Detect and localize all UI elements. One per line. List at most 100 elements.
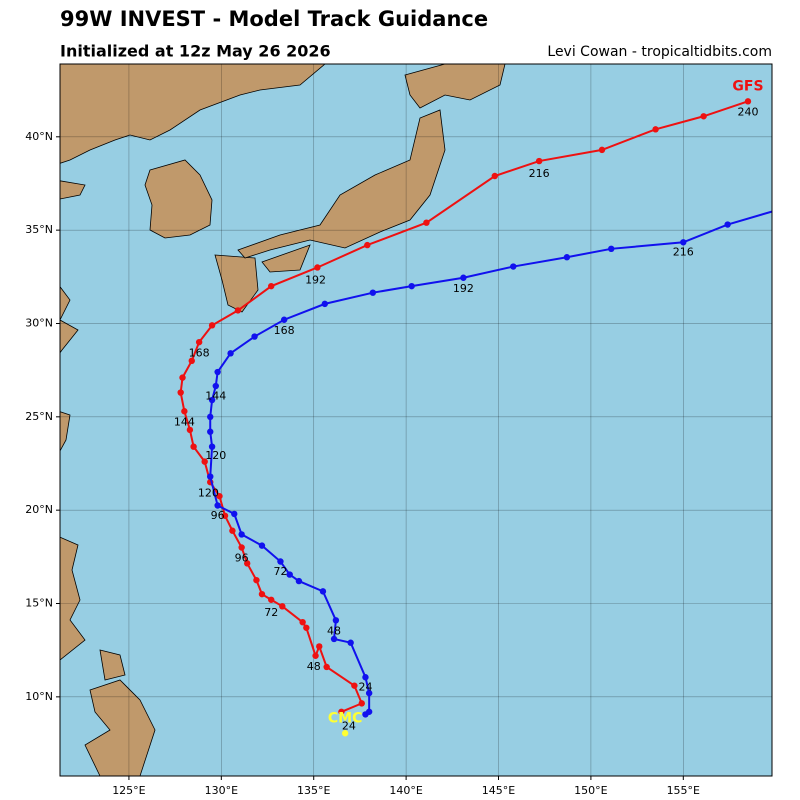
track-point [279, 603, 286, 610]
hour-label: 216 [529, 167, 550, 180]
track-point [234, 307, 242, 314]
track-point [295, 577, 303, 585]
hour-label: 72 [264, 606, 278, 619]
y-tick-label: 20°N [25, 503, 53, 516]
x-tick-label: 150°E [574, 784, 607, 797]
track-point [563, 254, 571, 261]
track-point [319, 588, 327, 595]
track-point [332, 617, 340, 624]
track-point [369, 289, 377, 296]
track-point [365, 689, 373, 697]
y-tick-label: 10°N [25, 690, 53, 703]
track-point [179, 374, 186, 381]
track-point [212, 382, 219, 390]
track-point [186, 426, 194, 434]
track-point [491, 172, 499, 180]
land [60, 64, 506, 776]
tracks [177, 98, 772, 737]
track-point [190, 443, 197, 450]
track-point [207, 473, 214, 480]
track-point [680, 239, 687, 246]
track-point [258, 590, 266, 598]
hour-label: 240 [737, 106, 758, 119]
x-tick-label: 135°E [297, 784, 330, 797]
track-point [700, 113, 707, 120]
hour-label: 96 [211, 509, 225, 522]
y-tick-label: 40°N [25, 130, 53, 143]
y-tick-label: 15°N [25, 597, 53, 610]
chart-subtitle: Initialized at 12z May 26 2026 [60, 42, 331, 61]
hour-label: 48 [307, 660, 321, 673]
track-point [280, 316, 288, 323]
track-point [216, 492, 223, 500]
track-point [365, 708, 373, 715]
hour-label: 168 [189, 346, 210, 359]
track-point [341, 730, 349, 737]
track-point [227, 350, 234, 357]
track-point [214, 502, 221, 509]
hour-label: 48 [327, 625, 341, 638]
hour-label: 24 [358, 681, 372, 694]
labels: 125°E 130°E 135°E 140°E 145°E 150°E 155°E 10°N 1… [25, 78, 763, 797]
track-point [362, 674, 369, 681]
x-tick-label: 130°E [205, 784, 238, 797]
track-point [208, 443, 216, 450]
hour-label: 192 [453, 282, 474, 295]
track-point [207, 428, 214, 435]
track-point [229, 527, 236, 534]
track-point [314, 264, 321, 271]
track-point [208, 322, 216, 329]
hour-label: 120 [198, 486, 219, 499]
track-point [347, 639, 354, 646]
hour-label: 24 [342, 720, 356, 733]
track-point [214, 368, 221, 376]
track-point [299, 618, 306, 626]
track-point [207, 413, 214, 421]
track-point [188, 357, 195, 365]
track-point [330, 635, 338, 643]
hour-label: 216 [673, 246, 694, 259]
track-point [268, 596, 275, 603]
x-tick-label: 145°E [482, 784, 515, 797]
track-point [652, 126, 659, 133]
track-point [744, 98, 752, 105]
track-point [338, 708, 345, 715]
track-point [181, 408, 188, 415]
track-point [358, 700, 365, 707]
hour-label: 144 [205, 389, 226, 402]
track-point [408, 282, 415, 290]
credit: Levi Cowan - tropicaltidbits.com [547, 44, 772, 60]
hour-label: 192 [305, 274, 326, 287]
track-point [177, 389, 184, 396]
track-point [608, 245, 615, 253]
track-point [253, 576, 260, 584]
map-frame [59, 63, 773, 777]
track-point [312, 652, 319, 659]
track-point [364, 241, 371, 249]
chart-title: 99W INVEST - Model Track Guidance [60, 7, 488, 31]
model-label: GFS [732, 78, 763, 94]
track-point [195, 338, 203, 346]
x-tick-label: 140°E [389, 784, 422, 797]
hour-label: 168 [274, 324, 295, 337]
track-point [286, 571, 293, 578]
track-point [423, 219, 430, 226]
track-point [251, 333, 258, 340]
model-label: CMC [328, 710, 362, 726]
track-point [323, 663, 330, 671]
x-tick-label: 125°E [112, 784, 145, 797]
y-tick-label: 25°N [25, 410, 53, 423]
hour-label: 96 [235, 552, 249, 565]
track-point [243, 560, 251, 567]
track-point [277, 558, 284, 565]
track-point [321, 300, 329, 308]
track-point [535, 157, 543, 165]
hour-label: 120 [205, 449, 226, 462]
x-tick-label: 155°E [667, 784, 700, 797]
hour-label: 144 [174, 415, 195, 428]
track-point [208, 396, 216, 404]
track-point [303, 624, 310, 631]
grid [60, 64, 772, 776]
track-point [221, 512, 229, 519]
